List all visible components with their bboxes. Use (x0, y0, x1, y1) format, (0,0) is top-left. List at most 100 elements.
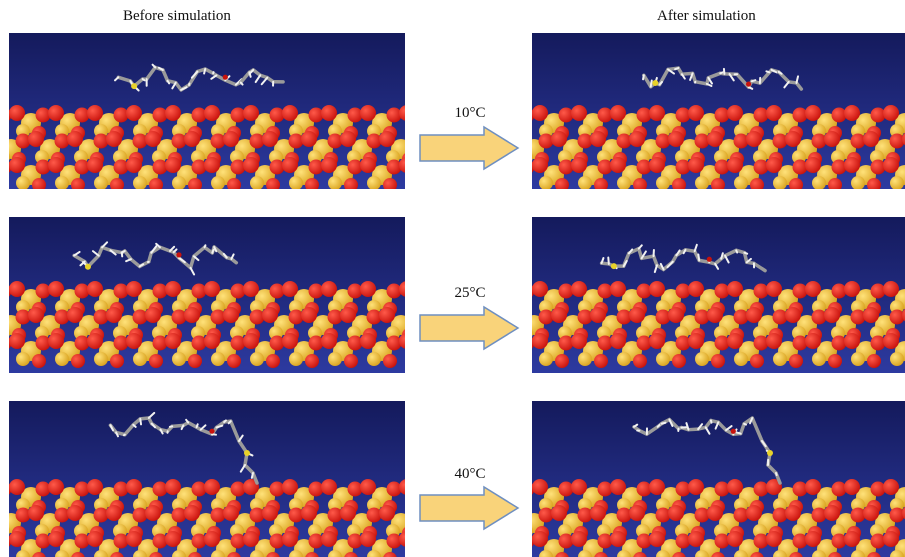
oxygen-atom (114, 534, 129, 549)
oxygen-atom (598, 160, 613, 175)
oxygen-atom (126, 531, 142, 547)
oxygen-atom (688, 333, 704, 349)
oxygen-atom (883, 105, 899, 121)
oxygen-atom (734, 508, 749, 523)
oxygen-atom (204, 281, 220, 297)
molecule-bond (695, 82, 707, 84)
oxygen-atom (532, 531, 548, 547)
gold-atom (539, 352, 553, 366)
oxygen-atom (637, 160, 652, 175)
oxygen-atom (793, 534, 808, 549)
oxygen-atom (153, 284, 168, 299)
oxygen-atom (309, 336, 324, 351)
oxygen-atom (629, 131, 645, 147)
oxygen-atom (204, 479, 220, 495)
oxygen-atom (637, 534, 652, 549)
oxygen-atom (48, 281, 64, 297)
oxygen-atom (610, 157, 626, 173)
oxygen-atom (126, 281, 142, 297)
oxygen-atom (9, 333, 25, 349)
oxygen-atom (766, 333, 782, 349)
oxygen-atom (243, 157, 259, 173)
molecule-oxygen-atom (223, 75, 228, 80)
oxygen-atom (571, 281, 587, 297)
oxygen-atom (55, 508, 70, 523)
gold-atom (367, 352, 381, 366)
oxygen-atom (863, 131, 879, 147)
oxygen-atom (231, 284, 246, 299)
oxygen-atom (165, 281, 181, 297)
oxygen-atom (192, 336, 207, 351)
oxygen-atom (282, 333, 298, 349)
oxygen-atom (688, 157, 704, 173)
oxygen-atom (48, 479, 64, 495)
oxygen-atom (55, 134, 70, 149)
oxygen-atom (871, 534, 886, 549)
oxygen-atom (668, 131, 684, 147)
oxygen-atom (223, 307, 239, 323)
gold-atom (250, 352, 264, 366)
oxygen-atom (824, 131, 840, 147)
oxygen-atom (270, 336, 285, 351)
oxygen-atom (688, 105, 704, 121)
oxygen-atom (773, 134, 788, 149)
oxygen-atom (87, 157, 103, 173)
oxygen-atom (812, 310, 827, 325)
oxygen-atom (617, 134, 632, 149)
oxygen-atom (270, 482, 285, 497)
hydrogen-bond (766, 71, 769, 72)
oxygen-atom (321, 479, 337, 495)
oxygen-atom (114, 284, 129, 299)
oxygen-atom (250, 508, 265, 523)
temperature-label-25c: 25°C (420, 285, 520, 302)
oxygen-atom (223, 131, 239, 147)
oxygen-atom (805, 333, 821, 349)
sulfur-atom (131, 83, 137, 89)
hydrogen-bond (744, 253, 747, 254)
oxygen-atom (204, 105, 220, 121)
oxygen-atom (539, 508, 554, 523)
oxygen-atom (184, 505, 200, 521)
oxygen-atom (192, 284, 207, 299)
oxygen-atom (126, 105, 142, 121)
sulfur-atom (85, 264, 91, 270)
oxygen-atom (348, 160, 363, 175)
gold-atom (55, 352, 69, 366)
hydrogen-bond (720, 72, 723, 73)
oxygen-atom (629, 505, 645, 521)
oxygen-atom (94, 310, 109, 325)
hydrogen-bond (675, 68, 678, 69)
oxygen-atom (559, 284, 574, 299)
oxygen-atom (348, 482, 363, 497)
oxygen-atom (204, 157, 220, 173)
oxygen-atom (184, 307, 200, 323)
oxygen-atom (309, 108, 324, 123)
molecule-oxygen-atom (746, 81, 751, 86)
gold-atom (890, 352, 904, 366)
oxygen-atom (871, 336, 886, 351)
oxygen-atom (387, 284, 402, 299)
oxygen-atom (793, 160, 808, 175)
oxygen-atom (360, 479, 376, 495)
oxygen-atom (262, 307, 278, 323)
heading-after: After simulation (657, 8, 756, 25)
oxygen-atom (250, 310, 265, 325)
oxygen-atom (165, 333, 181, 349)
oxygen-atom (594, 354, 608, 368)
oxygen-atom (559, 482, 574, 497)
oxygen-atom (832, 482, 847, 497)
oxygen-atom (590, 505, 606, 521)
oxygen-atom (243, 531, 259, 547)
oxygen-atom (746, 131, 762, 147)
oxygen-atom (844, 281, 860, 297)
oxygen-atom (9, 105, 25, 121)
oxygen-atom (289, 134, 304, 149)
oxygen-atom (715, 108, 730, 123)
oxygen-atom (301, 307, 317, 323)
oxygen-atom (668, 307, 684, 323)
oxygen-atom (695, 508, 710, 523)
oxygen-atom (668, 505, 684, 521)
oxygen-atom (114, 336, 129, 351)
oxygen-atom (715, 336, 730, 351)
oxygen-atom (184, 131, 200, 147)
